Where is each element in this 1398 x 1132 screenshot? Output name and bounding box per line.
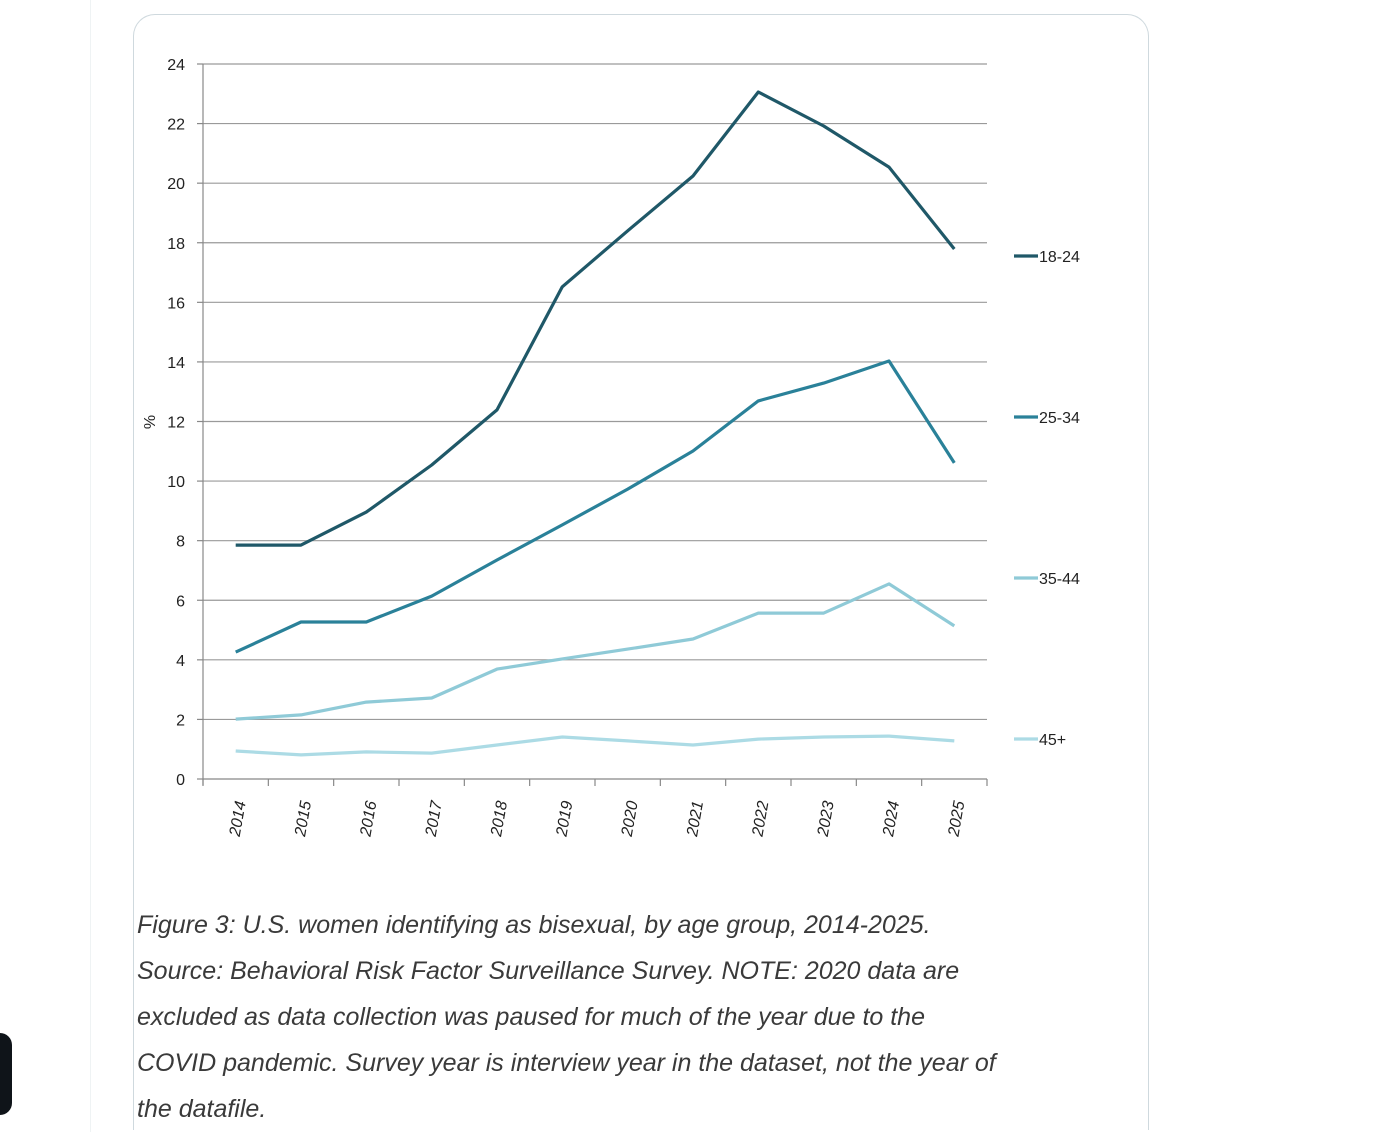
x-tick-label: 2024 xyxy=(880,800,903,839)
y-tick-label: 8 xyxy=(176,534,185,551)
figure-caption: Figure 3: U.S. women identifying as bise… xyxy=(137,902,1137,1132)
y-tick-label: 18 xyxy=(167,236,185,253)
y-tick-label: 14 xyxy=(167,355,185,372)
x-tick-label: 2020 xyxy=(619,800,642,839)
legend-label: 45+ xyxy=(1039,732,1066,749)
caption-line: Source: Behavioral Risk Factor Surveilla… xyxy=(137,957,960,985)
y-tick-label: 6 xyxy=(176,593,185,610)
caption-line: excluded as data collection was paused f… xyxy=(137,1003,925,1031)
caption-line: the datafile. xyxy=(137,1095,267,1123)
timeline-column-border xyxy=(90,0,91,1132)
y-tick-label: 10 xyxy=(167,474,185,491)
x-tick-label: 2023 xyxy=(815,800,838,839)
x-tick-label: 2018 xyxy=(488,800,511,839)
y-tick-label: 2 xyxy=(176,712,185,729)
y-axis-label: % xyxy=(142,415,159,429)
x-tick-label: 2014 xyxy=(227,800,250,839)
y-tick-label: 24 xyxy=(167,57,185,74)
x-tick-label: 2017 xyxy=(423,799,446,839)
x-tick-label: 2022 xyxy=(749,800,772,839)
y-tick-label: 0 xyxy=(176,772,185,789)
y-tick-label: 20 xyxy=(167,176,185,193)
caption-line: COVID pandemic. Survey year is interview… xyxy=(137,1049,996,1077)
x-tick-label: 2019 xyxy=(553,800,576,839)
series-line-45+ xyxy=(235,734,955,757)
legend-label: 18-24 xyxy=(1039,249,1080,266)
y-tick-label: 4 xyxy=(176,653,185,670)
x-tick-label: 2015 xyxy=(292,800,315,839)
y-tick-label: 22 xyxy=(167,117,185,134)
legend-label: 25-34 xyxy=(1039,410,1080,427)
y-tick-label: 16 xyxy=(167,295,185,312)
series-line-25-34 xyxy=(235,359,956,654)
series-line-35-44 xyxy=(235,582,956,721)
avatar[interactable] xyxy=(0,1033,12,1115)
media-card[interactable] xyxy=(133,14,1149,1130)
x-tick-label: 2016 xyxy=(357,800,380,839)
x-tick-label: 2025 xyxy=(945,800,968,839)
legend-label: 35-44 xyxy=(1039,571,1080,588)
caption-line: Figure 3: U.S. women identifying as bise… xyxy=(137,911,931,939)
y-tick-label: 12 xyxy=(167,415,185,432)
x-tick-label: 2021 xyxy=(684,800,707,839)
series-line-18-24 xyxy=(235,90,956,547)
